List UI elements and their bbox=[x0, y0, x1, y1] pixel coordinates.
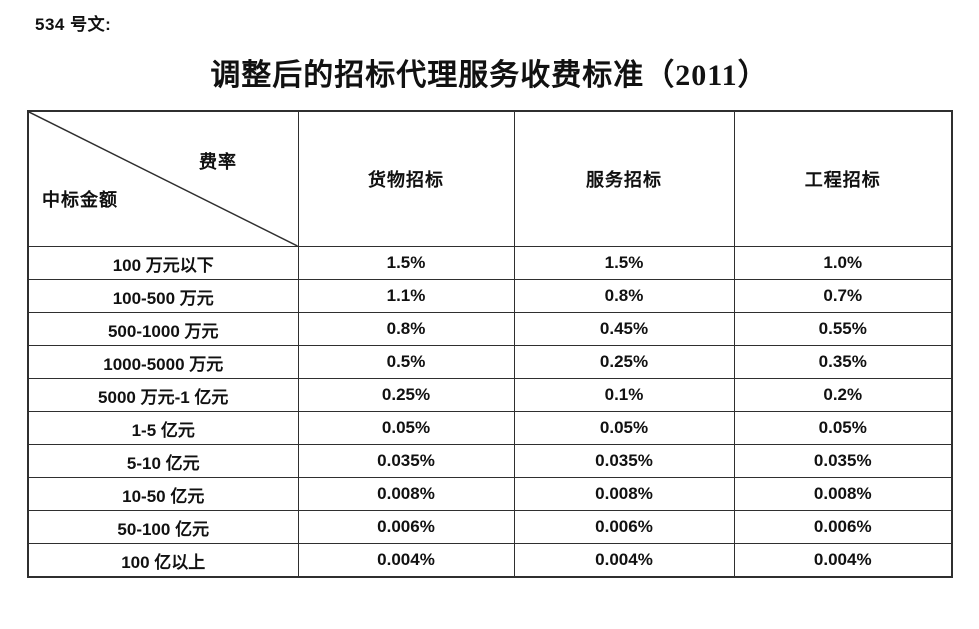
rate-cell-service: 0.45% bbox=[513, 312, 735, 346]
rate-cell-service: 0.006% bbox=[513, 510, 735, 544]
rate-cell-engineering: 0.008% bbox=[733, 477, 953, 511]
rate-cell-service: 0.035% bbox=[513, 444, 735, 478]
column-header-service: 服务招标 bbox=[513, 110, 735, 247]
rate-cell-service: 1.5% bbox=[513, 246, 735, 280]
corner-label-bid-amount: 中标金额 bbox=[42, 190, 118, 210]
rate-cell-goods: 0.006% bbox=[297, 510, 515, 544]
row-label-amount-tier: 10-50 亿元 bbox=[27, 477, 299, 511]
rate-cell-goods: 0.035% bbox=[297, 444, 515, 478]
rate-cell-engineering: 0.55% bbox=[733, 312, 953, 346]
table-row: 5-10 亿元 0.035% 0.035% 0.035% bbox=[27, 444, 953, 478]
rate-cell-engineering: 0.7% bbox=[733, 279, 953, 313]
rate-cell-goods: 1.5% bbox=[297, 246, 515, 280]
rate-cell-goods: 0.25% bbox=[297, 378, 515, 412]
table-row: 1-5 亿元 0.05% 0.05% 0.05% bbox=[27, 411, 953, 445]
table-row: 100 万元以下 1.5% 1.5% 1.0% bbox=[27, 246, 953, 280]
row-label-amount-tier: 5-10 亿元 bbox=[27, 444, 299, 478]
diagonal-divider-line bbox=[29, 112, 298, 246]
table-row: 500-1000 万元 0.8% 0.45% 0.55% bbox=[27, 312, 953, 346]
page-title: 调整后的招标代理服务收费标准（2011） bbox=[210, 59, 769, 92]
table-row: 100 亿以上 0.004% 0.004% 0.004% bbox=[27, 543, 953, 578]
row-label-amount-tier: 100 万元以下 bbox=[27, 246, 299, 280]
rate-cell-service: 0.008% bbox=[513, 477, 735, 511]
rate-cell-service: 0.8% bbox=[513, 279, 735, 313]
row-label-amount-tier: 1-5 亿元 bbox=[27, 411, 299, 445]
table-row: 10-50 亿元 0.008% 0.008% 0.008% bbox=[27, 477, 953, 511]
row-label-amount-tier: 50-100 亿元 bbox=[27, 510, 299, 544]
rate-cell-engineering: 0.004% bbox=[733, 543, 953, 578]
rate-cell-service: 0.05% bbox=[513, 411, 735, 445]
rate-cell-goods: 0.8% bbox=[297, 312, 515, 346]
corner-label-rate: 费率 bbox=[199, 152, 237, 172]
rate-cell-goods: 0.05% bbox=[297, 411, 515, 445]
table-row: 5000 万元-1 亿元 0.25% 0.1% 0.2% bbox=[27, 378, 953, 412]
fee-standard-table: 费率 中标金额 货物招标 服务招标 工程招标 100 万元以下 1.5% 1.5… bbox=[27, 110, 953, 578]
column-header-goods: 货物招标 bbox=[297, 110, 515, 247]
row-label-amount-tier: 1000-5000 万元 bbox=[27, 345, 299, 379]
rate-cell-service: 0.25% bbox=[513, 345, 735, 379]
doc-ref-label: 534 号文: bbox=[35, 15, 112, 34]
rate-cell-engineering: 0.35% bbox=[733, 345, 953, 379]
rate-cell-engineering: 1.0% bbox=[733, 246, 953, 280]
row-label-amount-tier: 100-500 万元 bbox=[27, 279, 299, 313]
rate-cell-goods: 0.004% bbox=[297, 543, 515, 578]
corner-header-cell: 费率 中标金额 bbox=[27, 110, 299, 247]
column-header-engineering: 工程招标 bbox=[733, 110, 953, 247]
rate-cell-service: 0.1% bbox=[513, 378, 735, 412]
header-row: 费率 中标金额 货物招标 服务招标 工程招标 bbox=[27, 110, 953, 247]
table-body: 100 万元以下 1.5% 1.5% 1.0% 100-500 万元 1.1% … bbox=[27, 246, 953, 578]
rate-cell-goods: 1.1% bbox=[297, 279, 515, 313]
rate-cell-engineering: 0.035% bbox=[733, 444, 953, 478]
row-label-amount-tier: 500-1000 万元 bbox=[27, 312, 299, 346]
rate-cell-engineering: 0.05% bbox=[733, 411, 953, 445]
table-row: 100-500 万元 1.1% 0.8% 0.7% bbox=[27, 279, 953, 313]
rate-cell-engineering: 0.2% bbox=[733, 378, 953, 412]
rate-cell-goods: 0.5% bbox=[297, 345, 515, 379]
rate-cell-goods: 0.008% bbox=[297, 477, 515, 511]
table-row: 1000-5000 万元 0.5% 0.25% 0.35% bbox=[27, 345, 953, 379]
rate-cell-engineering: 0.006% bbox=[733, 510, 953, 544]
row-label-amount-tier: 5000 万元-1 亿元 bbox=[27, 378, 299, 412]
rate-cell-service: 0.004% bbox=[513, 543, 735, 578]
row-label-amount-tier: 100 亿以上 bbox=[27, 543, 299, 578]
table-row: 50-100 亿元 0.006% 0.006% 0.006% bbox=[27, 510, 953, 544]
